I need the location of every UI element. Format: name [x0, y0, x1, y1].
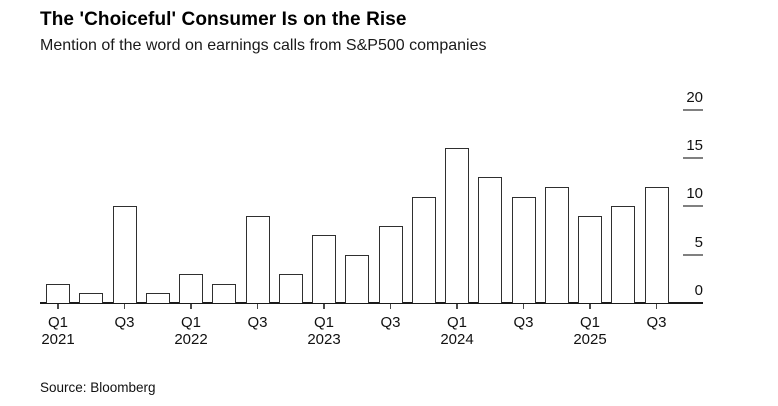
x-axis-tick [389, 303, 392, 309]
y-axis-label-0: 0 [694, 282, 703, 299]
x-axis-tick [589, 303, 591, 309]
y-axis-tick-10 [683, 205, 703, 208]
bar-q3-2025 [644, 187, 669, 303]
x-axis-label-year: 2021 [41, 331, 75, 348]
x-axis-tick [655, 303, 658, 309]
page-subtitle: Mention of the word on earnings calls fr… [40, 37, 487, 54]
y-axis-tick-15 [683, 157, 703, 160]
bar-q2-2024 [478, 177, 503, 303]
bar-q2-2022 [212, 283, 237, 303]
x-axis-label-quarter: Q3 [380, 314, 401, 331]
x-axis-label-year: 2023 [307, 331, 341, 348]
x-axis-label-year: 2024 [440, 331, 474, 348]
y-axis-label-15: 15 [686, 137, 703, 155]
bar-q4-2022 [278, 274, 303, 303]
x-axis-label-quarter: Q3 [513, 314, 534, 331]
bar-q1-2024 [445, 148, 469, 303]
bar-q2-2023 [345, 254, 370, 303]
x-axis-tick [256, 303, 259, 309]
bar-q1-2023 [312, 235, 336, 303]
bar-q4-2021 [145, 293, 170, 303]
bar-q3-2022 [245, 216, 270, 303]
x-axis-label-quarter: Q3 [114, 314, 135, 331]
y-axis-label-5: 5 [694, 233, 703, 251]
x-axis-tick [323, 303, 325, 309]
x-axis-label-quarter: Q3 [646, 314, 667, 331]
bar-q3-2024 [511, 196, 536, 303]
y-axis-label-20: 20 [686, 88, 703, 106]
x-axis-label-quarter: Q3 [247, 314, 268, 331]
x-axis-label-quarter: Q1 [313, 314, 334, 331]
y-axis-label-10: 10 [686, 185, 703, 203]
bar-q1-2025 [578, 216, 602, 303]
x-axis-tick [57, 303, 59, 309]
bar-q4-2024 [544, 187, 569, 303]
y-axis-tick-5 [683, 253, 703, 256]
bar-q4-2023 [411, 196, 436, 303]
bar-q3-2023 [378, 225, 403, 303]
page-title: The 'Choiceful' Consumer Is on the Rise [40, 9, 407, 30]
bar-q1-2022 [179, 274, 203, 303]
y-axis-tick-20 [683, 108, 703, 111]
bar-q1-2021 [46, 283, 70, 303]
x-axis-label-quarter: Q1 [579, 314, 600, 331]
x-axis-label-quarter: Q1 [180, 314, 201, 331]
x-axis-tick [522, 303, 525, 309]
x-axis-label-quarter: Q1 [446, 314, 467, 331]
x-axis-label-quarter: Q1 [47, 314, 68, 331]
x-axis-label-year: 2025 [573, 331, 607, 348]
x-axis-line [40, 302, 703, 304]
x-axis-tick [123, 303, 126, 309]
x-axis-tick [456, 303, 458, 309]
x-axis-label-year: 2022 [174, 331, 208, 348]
x-axis-tick [190, 303, 192, 309]
source-label: Source: Bloomberg [40, 380, 156, 395]
bar-q3-2021 [112, 206, 137, 303]
bar-q2-2025 [611, 206, 636, 303]
bar-q2-2021 [79, 293, 104, 303]
